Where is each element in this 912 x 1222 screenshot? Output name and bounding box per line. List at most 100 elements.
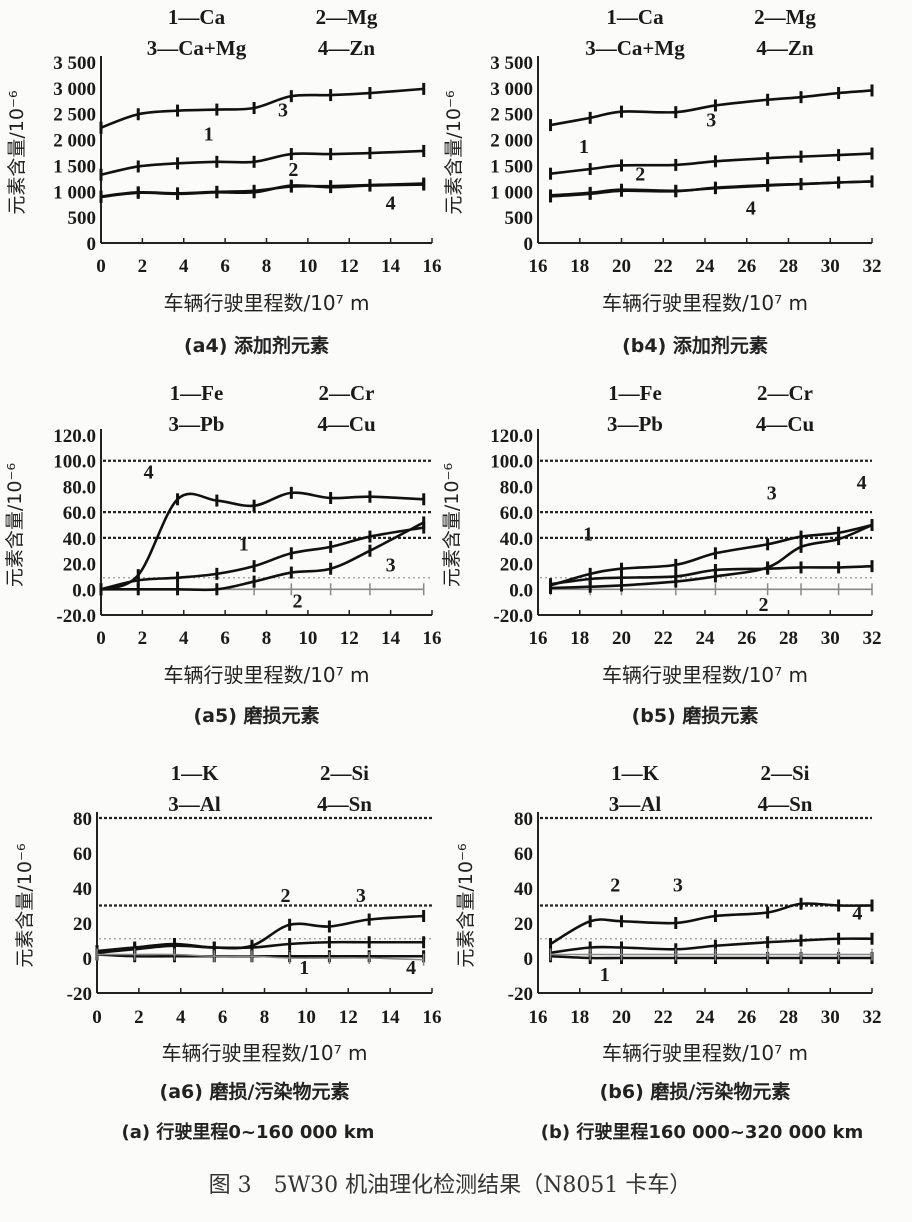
y-tick-label: -20 [508,984,533,1005]
x-tick-label: 24 [696,256,716,277]
series-annotation: 2 [288,159,298,181]
y-tick-label: 2 500 [490,105,533,126]
y-tick-label: 500 [505,208,534,229]
legend-item: 1—Fe [608,381,662,405]
x-tick-label: 16 [423,628,442,649]
y-tick-label: 60 [514,844,533,865]
x-tick-label: 26 [737,628,756,649]
x-tick-label: 2 [134,1007,144,1028]
y-tick-label: 40.0 [500,529,533,550]
series-annotation: 4 [746,198,756,220]
x-tick-label: 26 [737,1007,756,1028]
x-tick-label: 10 [298,256,317,277]
x-tick-label: 14 [381,628,401,649]
y-tick-label: 3 000 [490,79,533,100]
series-line-1 [550,954,872,960]
legend-item: 4—Cu [756,412,815,436]
chart-a5: 1—Fe 2—Cr3—Pb 4—Cu0 2 4 6 8 10 12 14 16-20.00.020.… [4,381,442,727]
x-tick-label: 0 [96,628,106,649]
chart-subtitle: (a4) 添加剂元素 [184,334,329,357]
chart-subtitle: (a5) 磨损元素 [193,704,319,727]
y-tick-label: 2 000 [490,131,533,152]
x-tick-label: 32 [863,628,882,649]
y-tick-label: 0 [83,949,93,970]
legend-item: 2—Si [760,761,809,785]
legend: 1—K 2—Si 3—Al 4—Sn [168,761,372,816]
x-tick-label: 32 [863,1007,882,1028]
y-tick-label: 20.0 [500,555,533,576]
x-tick-label: 18 [570,256,589,277]
x-axis-label: 车辆行驶里程数/10⁷ m [161,1041,367,1065]
x-tick-label: 20 [612,1007,631,1028]
legend-item: 1—Fe [170,381,224,405]
legend: 1—K 2—Si 3—Al 4—Sn [609,761,813,816]
y-tick-label: 40.0 [63,529,96,550]
y-tick-label: 0 [524,234,534,255]
legend: 1—Fe 2—Cr 3—Pb 4—Cu [607,381,814,436]
legend: 1—Fe 2—Cr 3—Pb 4—Cu [168,381,375,436]
y-tick-label: -20 [67,984,92,1005]
series-line-4 [100,183,424,199]
series-annotation: 2 [758,594,768,616]
x-tick-label: 22 [654,256,673,277]
series-annotation: 4 [852,903,862,925]
y-tick-label: 100.0 [53,452,96,473]
x-tick-label: 2 [138,256,148,277]
chart-subtitle: (b4) 添加剂元素 [622,334,768,357]
legend-item: 2—Mg [754,5,816,29]
x-tick-label: 22 [654,1007,673,1028]
x-tick-label: 4 [179,256,189,277]
series-annotation: 3 [386,554,396,576]
series-annotation: 3 [356,885,366,907]
x-tick-label: 14 [381,256,401,277]
series-line-4 [550,180,873,198]
legend-item: 3—Ca+Mg [585,36,685,60]
x-tick-label: 12 [340,256,359,277]
x-tick-label: 18 [570,628,589,649]
y-tick-label: 1 500 [490,156,533,177]
y-tick-label: 20 [73,914,92,935]
legend-item: 2—Si [320,761,369,785]
chart-a6: 1—K 2—Si3—Al 4—Sn0 2 4 6 8 10 12 14 16-20020406080… [14,761,442,1103]
x-tick-label: 28 [779,1007,798,1028]
y-tick-label: 80 [73,809,92,830]
x-tick-label: 6 [218,1007,228,1028]
x-tick-label: 20 [612,628,631,649]
x-tick-label: 24 [696,1007,716,1028]
y-tick-label: 3 500 [53,53,96,74]
x-axis-label: 车辆行驶里程数/10⁷ m [602,663,808,687]
y-tick-label: 0 [87,234,97,255]
x-axis-label: 车辆行驶里程数/10⁷ m [163,291,369,315]
series-annotation: 4 [406,957,416,979]
x-tick-label: 30 [821,256,840,277]
legend-item: 3—Pb [168,412,224,436]
x-tick-label: 22 [654,628,673,649]
y-axis-label: 元素含量/10⁻⁶ [455,843,477,967]
series-line-1 [100,149,424,177]
x-tick-label: 16 [529,256,548,277]
y-tick-label: 60.0 [500,503,533,524]
y-tick-label: 3 500 [490,53,533,74]
y-tick-label: 2 500 [53,105,96,126]
chart-subtitle: (b5) 磨损元素 [632,704,759,727]
series-line-2 [549,902,873,946]
series-annotation: 1 [583,523,593,545]
y-tick-label: 3 000 [53,79,96,100]
x-tick-label: 8 [260,1007,270,1028]
series-annotation: 1 [600,964,610,986]
x-tick-label: 16 [529,1007,548,1028]
x-tick-label: 6 [220,628,230,649]
legend-item: 2—Mg [316,5,378,29]
y-tick-label: 1 000 [490,182,533,203]
y-tick-label: 80.0 [63,477,96,498]
series-annotation: 3 [706,110,716,132]
column-caption-a: (a) 行驶里程0~160 000 km [122,1121,375,1143]
x-tick-label: 14 [381,1007,401,1028]
x-tick-label: 32 [863,256,882,277]
x-tick-label: 18 [570,1007,589,1028]
x-tick-label: 28 [779,628,798,649]
x-tick-label: 10 [297,1007,316,1028]
y-tick-label: 40 [73,879,92,900]
series-annotation: 1 [239,534,249,556]
